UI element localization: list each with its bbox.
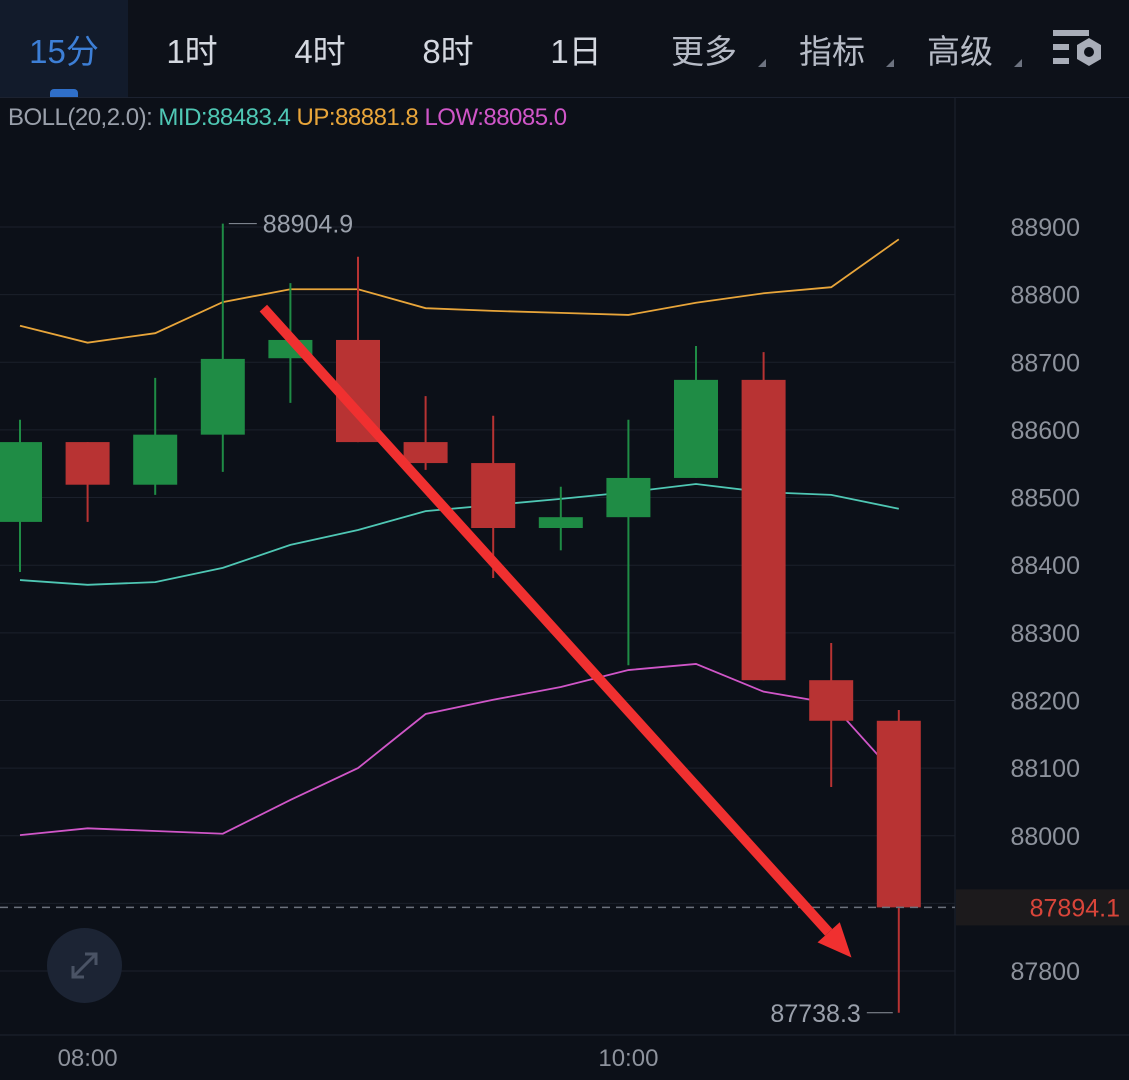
y-tick-label: 88300 <box>1010 620 1080 648</box>
interval-toolbar: 15分 1时 4时 8时 1日 更多 指标 高级 <box>0 0 1129 98</box>
dropdown-caret-icon <box>1014 59 1022 67</box>
candle-body <box>741 379 786 681</box>
candle-body <box>0 442 42 522</box>
boll-up: UP:88881.8 <box>296 104 419 131</box>
tab-label: 8时 <box>422 32 474 70</box>
candle <box>606 419 651 666</box>
candle <box>403 396 448 470</box>
candle-body <box>471 463 516 528</box>
y-tick-label: 88400 <box>1010 552 1080 580</box>
tab-label: 4时 <box>294 32 346 70</box>
trend-arrow-shaft <box>259 304 833 936</box>
y-tick-label: 87800 <box>1010 958 1080 986</box>
y-tick-label: 88900 <box>1010 214 1080 242</box>
candle-body <box>876 720 921 908</box>
tab-8h[interactable]: 8时 <box>384 0 512 97</box>
tab-more[interactable]: 更多 <box>640 0 768 97</box>
candle-body <box>606 477 651 518</box>
y-tick-label: 88200 <box>1010 687 1080 715</box>
y-tick-label: 88500 <box>1010 485 1080 513</box>
chart-background <box>0 97 1129 1080</box>
boll-low-line <box>19 663 900 836</box>
tab-15m[interactable]: 15分 <box>0 0 128 97</box>
candle <box>200 223 245 472</box>
chart-settings-icon[interactable] <box>1051 26 1107 70</box>
candle <box>0 419 42 572</box>
candle <box>65 442 110 522</box>
candle-body <box>133 434 178 485</box>
tab-advanced[interactable]: 高级 <box>896 0 1024 97</box>
candle-body <box>200 358 245 435</box>
tab-label: 15分 <box>29 32 99 70</box>
y-tick-label: 88800 <box>1010 282 1080 310</box>
candle <box>471 415 516 579</box>
y-tick-label: 88700 <box>1010 349 1080 377</box>
y-tick-label: 88000 <box>1010 823 1080 851</box>
candle <box>876 709 921 1013</box>
candle-body <box>403 442 448 464</box>
candle <box>741 352 786 681</box>
tab-label: 高级 <box>927 32 993 70</box>
candle <box>809 642 854 788</box>
tab-label: 1时 <box>166 32 218 70</box>
last-price-tag <box>956 889 1129 926</box>
tab-1h[interactable]: 1时 <box>128 0 256 97</box>
trend-arrow-head-icon <box>817 922 852 958</box>
tab-label: 指标 <box>799 32 865 70</box>
tab-4h[interactable]: 4时 <box>256 0 384 97</box>
dropdown-caret-icon <box>758 59 766 67</box>
tab-1d[interactable]: 1日 <box>512 0 640 97</box>
tab-label: 更多 <box>671 32 737 70</box>
x-tick-label: 08:00 <box>58 1045 118 1072</box>
candle <box>538 486 583 551</box>
candle <box>674 346 718 478</box>
candle-body <box>65 442 110 485</box>
boll-mid: MID:88483.4 <box>158 104 291 131</box>
y-tick-label: 88100 <box>1010 755 1080 783</box>
candle <box>133 377 178 495</box>
boll-low: LOW:88085.0 <box>424 104 567 131</box>
y-tick-label: 88600 <box>1010 417 1080 445</box>
expand-chart-button[interactable] <box>47 928 122 1003</box>
boll-legend: BOLL(20,2.0): MID:88483.4 UP:88881.8 LOW… <box>8 104 567 132</box>
boll-name: BOLL(20,2.0): <box>8 104 153 131</box>
dropdown-caret-icon <box>886 59 894 67</box>
last-price-label: 87894.1 <box>1030 894 1120 922</box>
tab-indicators[interactable]: 指标 <box>768 0 896 97</box>
candle-body <box>809 680 854 721</box>
expand-arrows-icon <box>71 952 98 979</box>
low-price-label: 87738.3 <box>770 1000 860 1028</box>
x-tick-label: 10:00 <box>598 1045 658 1072</box>
boll-up-line <box>19 238 900 344</box>
tab-label: 1日 <box>550 32 602 70</box>
high-price-label: 88904.9 <box>263 211 353 239</box>
candle-body <box>674 379 718 478</box>
candle-body <box>538 517 583 528</box>
